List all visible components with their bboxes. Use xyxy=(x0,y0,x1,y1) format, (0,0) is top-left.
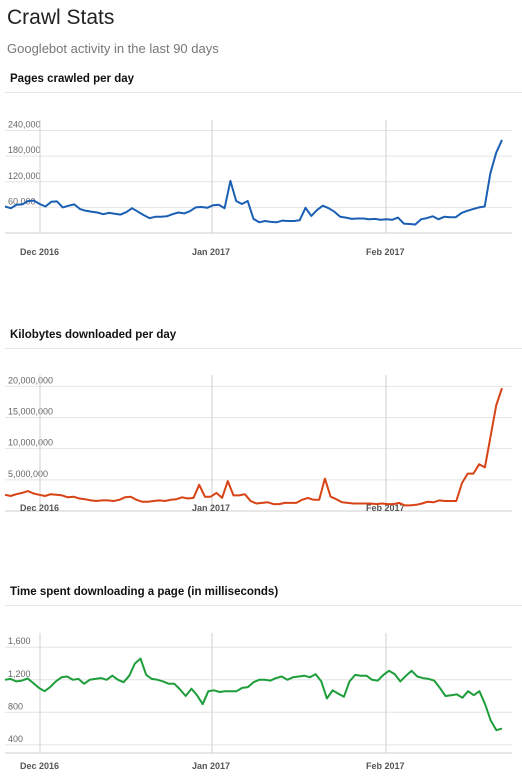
series-line xyxy=(4,139,503,226)
y-tick-label: 10,000,000 xyxy=(8,438,53,448)
kilobytes-downloaded-chart: 5,000,000 10,000,000 15,000,000 20,000,000 D… xyxy=(4,375,512,513)
y-tick-label: 1,200 xyxy=(8,669,31,679)
x-tick-label: Feb 2017 xyxy=(366,247,405,257)
download-time-chart: 400 800 1,200 1,600 Dec 2016 Jan 2017 Feb 2017 xyxy=(4,633,512,771)
y-tick-label: 240,000 xyxy=(8,120,41,130)
y-tick-label: 180,000 xyxy=(8,145,41,155)
y-tick-label: 20,000,000 xyxy=(8,375,53,385)
x-tick-label: Dec 2016 xyxy=(20,247,59,257)
pages-crawled-chart: 60,000 120,000 180,000 240,000 Dec 2016 Jan 2… xyxy=(4,120,512,257)
y-tick-label: 60,000 xyxy=(8,196,36,206)
kilobytes-downloaded-title: Kilobytes downloaded per day xyxy=(10,329,177,341)
x-tick-label: Feb 2017 xyxy=(366,761,405,771)
y-tick-label: 120,000 xyxy=(8,171,41,181)
x-tick-label: Jan 2017 xyxy=(192,247,230,257)
x-tick-label: Feb 2017 xyxy=(366,503,405,513)
section-divider xyxy=(5,348,522,349)
download-time-title: Time spent downloading a page (in millis… xyxy=(10,586,279,598)
x-tick-label: Jan 2017 xyxy=(192,503,230,513)
page-subtitle: Googlebot activity in the last 90 days xyxy=(7,41,219,56)
y-tick-label: 800 xyxy=(8,701,23,711)
x-tick-label: Dec 2016 xyxy=(20,503,59,513)
y-tick-label: 15,000,000 xyxy=(8,407,53,417)
section-divider xyxy=(5,605,522,606)
series-line xyxy=(4,387,503,507)
x-tick-label: Jan 2017 xyxy=(192,761,230,771)
y-tick-label: 5,000,000 xyxy=(8,469,48,479)
y-tick-label: 400 xyxy=(8,734,23,744)
series-line xyxy=(4,657,503,732)
section-divider xyxy=(5,92,522,93)
pages-crawled-title: Pages crawled per day xyxy=(10,73,135,85)
x-tick-label: Dec 2016 xyxy=(20,761,59,771)
page-title: Crawl Stats xyxy=(7,6,115,29)
y-tick-label: 1,600 xyxy=(8,636,31,646)
